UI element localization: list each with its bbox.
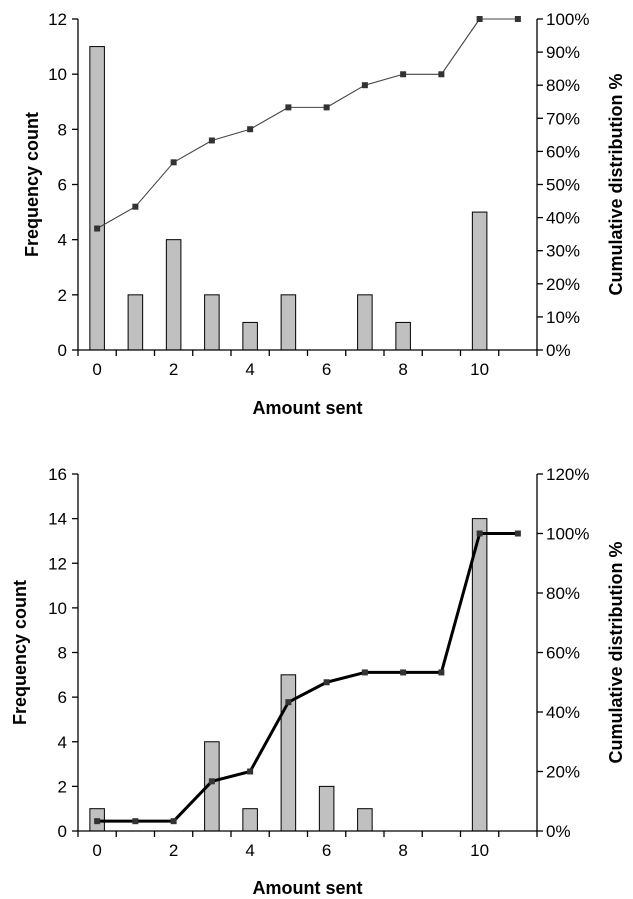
bar-8 [395, 321, 411, 351]
y2-axis-title: Cumulative distribution % [606, 73, 626, 295]
cumulative-point-6 [323, 104, 330, 111]
cumulative-point-10 [476, 16, 483, 22]
y-tick-label-6: 6 [58, 176, 67, 195]
cumulative-point-1 [132, 818, 139, 825]
y2-tick-label-3: 60% [546, 644, 580, 663]
x-tick-label-0: 0 [92, 841, 101, 860]
cumulative-point-6 [323, 679, 330, 686]
x-tick-label-2: 2 [169, 841, 178, 860]
y2-tick-label-1: 10% [546, 308, 580, 327]
y-tick-label-4: 4 [58, 733, 67, 752]
y2-tick-label-5: 100% [546, 525, 589, 544]
y2-tick-label-3: 30% [546, 242, 580, 261]
y2-tick-label-0: 0% [546, 822, 571, 841]
cumulative-line [96, 18, 518, 229]
x-tick-label-6: 6 [322, 841, 331, 860]
cumulative-point-11 [514, 530, 521, 537]
y2-tick-label-8: 80% [546, 76, 580, 95]
y2-tick-label-6: 120% [546, 465, 589, 484]
y2-tick-label-6: 60% [546, 142, 580, 161]
x-tick-label-10: 10 [470, 841, 489, 860]
cumulative-point-0 [94, 818, 101, 825]
y-tick-label-0: 0 [58, 341, 67, 360]
bar-0 [89, 46, 105, 351]
chart-top: 0 2 4 6 8 10 0 2 4 6 8 10 12 0% 10% 20% 30% 40% 50% 60% 70% 8… [22, 10, 626, 418]
y2-tick-label-4: 80% [546, 584, 580, 603]
x-tick-label-10: 10 [470, 360, 489, 379]
cumulative-point-4 [247, 768, 254, 775]
y2-tick-label-5: 50% [546, 176, 580, 195]
bar-5 [280, 294, 297, 351]
y-tick-label-6: 6 [58, 688, 67, 707]
cumulative-point-11 [514, 16, 521, 22]
y2-axis-title: Cumulative distribution % [606, 541, 626, 763]
x-tick-label-0: 0 [92, 360, 101, 379]
cumulative-point-2 [170, 818, 177, 825]
x-axis-title: Amount sent [253, 398, 363, 418]
x-tick-label-8: 8 [398, 360, 407, 379]
bar-10 [471, 211, 488, 351]
cumulative-point-2 [170, 159, 177, 166]
bar-6 [318, 785, 335, 832]
y2-tick-label-1: 20% [546, 763, 580, 782]
chart-bottom: 0 2 4 6 8 10 0 2 4 6 8 10 12 14 16 0% 20% 40% 60% 80% 100% 12… [10, 465, 626, 898]
x-axis-title: Amount sent [253, 878, 363, 898]
cumulative-point-0 [94, 225, 101, 232]
y2-tick-label-4: 40% [546, 209, 580, 228]
y2-tick-label-9: 90% [546, 43, 580, 62]
y-tick-label-10: 10 [48, 65, 67, 84]
cumulative-point-8 [400, 71, 407, 78]
y-tick-label-0: 0 [58, 822, 67, 841]
x-tick-label-4: 4 [245, 841, 254, 860]
cumulative-point-8 [400, 669, 407, 676]
y-axis-title: Frequency count [10, 580, 30, 725]
bar-4 [242, 321, 258, 351]
y-tick-label-10: 10 [48, 599, 67, 618]
y-tick-label-16: 16 [48, 465, 67, 484]
cumulative-point-5 [285, 699, 292, 706]
bar-2 [165, 239, 182, 351]
cumulative-point-1 [132, 203, 139, 210]
y2-tick-label-7: 70% [546, 109, 580, 128]
bar-7 [357, 808, 373, 832]
y2-tick-label-2: 20% [546, 275, 580, 294]
y-tick-label-8: 8 [58, 644, 67, 663]
y2-tick-label-10: 100% [546, 10, 589, 29]
y-tick-label-14: 14 [48, 510, 67, 529]
y-axis-title: Frequency count [22, 112, 42, 257]
bar-1 [127, 294, 144, 351]
x-tick-label-6: 6 [322, 360, 331, 379]
y-tick-label-8: 8 [58, 120, 67, 139]
y-tick-label-2: 2 [58, 286, 67, 305]
cumulative-point-9 [438, 71, 445, 78]
bar-7 [357, 294, 373, 351]
cumulative-point-10 [476, 530, 483, 537]
cumulative-point-3 [208, 778, 215, 785]
bar-3 [204, 294, 220, 351]
cumulative-point-7 [361, 669, 368, 676]
x-tick-label-8: 8 [398, 841, 407, 860]
cumulative-point-4 [247, 126, 254, 133]
bar-10 [471, 518, 488, 832]
bar-4 [242, 808, 258, 832]
y-tick-label-2: 2 [58, 777, 67, 796]
y2-tick-label-0: 0% [546, 341, 571, 360]
y-tick-label-12: 12 [48, 10, 67, 29]
x-tick-label-2: 2 [169, 360, 178, 379]
y-tick-label-12: 12 [48, 554, 67, 573]
x-tick-label-4: 4 [245, 360, 254, 379]
cumulative-point-7 [361, 82, 368, 89]
cumulative-point-3 [208, 137, 215, 144]
cumulative-line [97, 532, 518, 823]
cumulative-point-9 [438, 669, 445, 676]
y-tick-label-4: 4 [58, 231, 67, 250]
y2-tick-label-2: 40% [546, 703, 580, 722]
cumulative-point-5 [285, 104, 292, 111]
